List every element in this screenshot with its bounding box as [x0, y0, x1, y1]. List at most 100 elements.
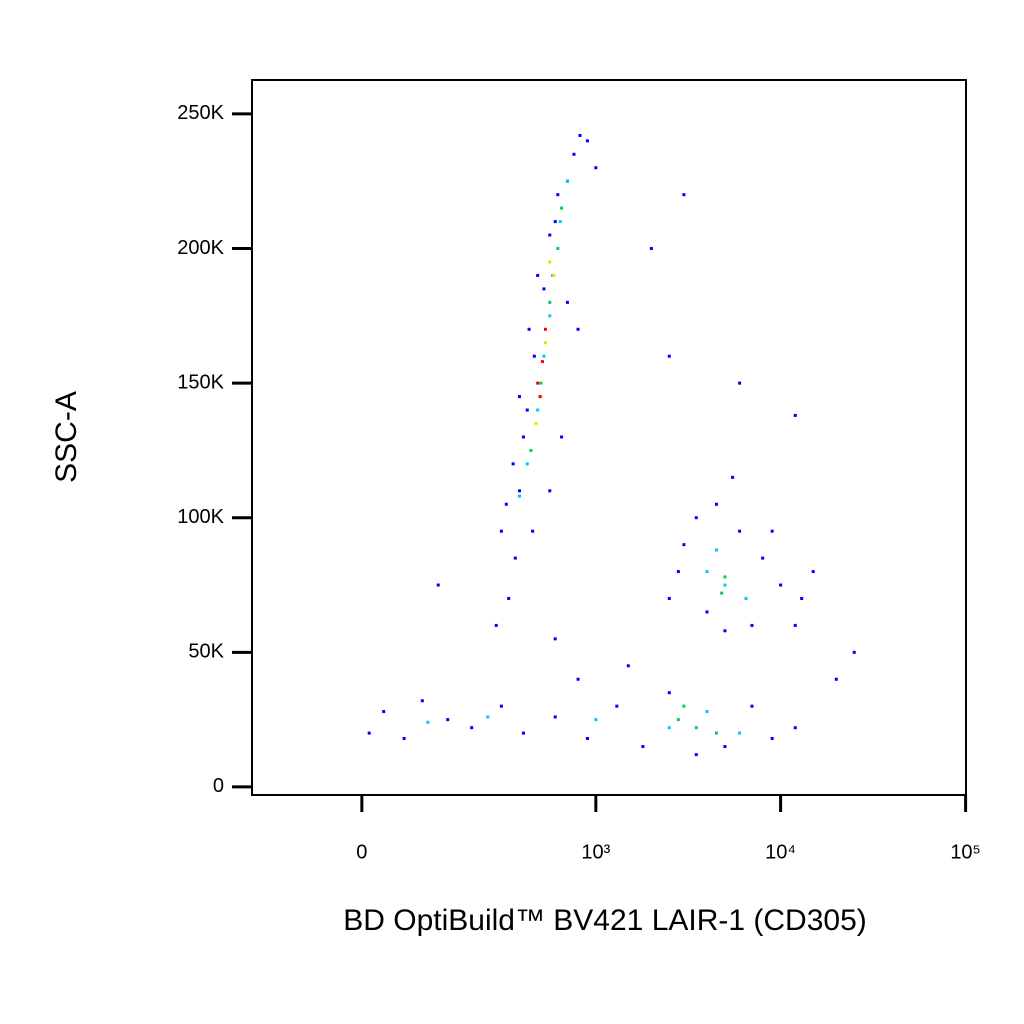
- data-point: [531, 529, 535, 533]
- data-point: [565, 179, 569, 183]
- data-point: [553, 220, 557, 224]
- data-point: [548, 314, 552, 318]
- data-point: [534, 422, 538, 426]
- data-point: [517, 395, 521, 399]
- data-point: [499, 704, 503, 708]
- x-axis-title: BD OptiBuild™ BV421 LAIR-1 (CD305): [343, 904, 867, 937]
- data-point: [761, 556, 765, 560]
- data-point: [793, 726, 797, 730]
- data-point: [552, 273, 556, 277]
- data-point: [402, 736, 406, 740]
- data-point: [539, 381, 543, 385]
- data-point: [750, 623, 754, 627]
- data-point: [744, 596, 748, 600]
- data-point: [536, 381, 540, 385]
- data-point: [649, 247, 653, 251]
- data-point: [694, 516, 698, 520]
- data-point: [536, 408, 540, 412]
- data-point: [738, 731, 742, 735]
- data-point: [542, 287, 546, 291]
- data-point: [750, 704, 754, 708]
- data-point: [560, 206, 564, 210]
- data-point: [532, 354, 536, 358]
- data-point: [548, 233, 552, 237]
- data-point: [527, 327, 531, 331]
- data-point: [694, 726, 698, 730]
- data-point: [517, 489, 521, 493]
- data-point: [594, 166, 598, 170]
- data-point: [578, 133, 582, 137]
- data-point: [436, 583, 440, 587]
- data-point: [548, 260, 552, 264]
- data-point: [793, 413, 797, 417]
- y-tick-label: 250K: [177, 102, 224, 124]
- data-point: [676, 570, 680, 574]
- data-point: [548, 300, 552, 304]
- data-point: [560, 435, 564, 439]
- data-point: [676, 718, 680, 722]
- data-point: [667, 596, 671, 600]
- plot-frame: [251, 79, 967, 796]
- data-point: [723, 629, 727, 633]
- data-point: [705, 710, 709, 714]
- data-point: [811, 570, 815, 574]
- data-point: [585, 736, 589, 740]
- y-tick-label: 0: [213, 775, 224, 797]
- data-point: [694, 753, 698, 757]
- data-point: [536, 273, 540, 277]
- data-point: [723, 583, 727, 587]
- y-tick-label: 200K: [177, 237, 224, 259]
- data-point: [667, 726, 671, 730]
- x-tick-label: 10³: [581, 841, 610, 863]
- data-point: [585, 139, 589, 143]
- data-point: [723, 745, 727, 749]
- data-point: [499, 529, 503, 533]
- data-point: [486, 715, 490, 719]
- data-point: [770, 529, 774, 533]
- data-point: [714, 502, 718, 506]
- data-point: [565, 300, 569, 304]
- data-point: [543, 327, 547, 331]
- data-point: [714, 548, 718, 552]
- data-point: [667, 354, 671, 358]
- data-point: [714, 731, 718, 735]
- data-point: [576, 327, 580, 331]
- data-point: [594, 718, 598, 722]
- x-tick-label: 0: [356, 841, 367, 863]
- data-point: [572, 152, 576, 156]
- data-point: [731, 475, 735, 479]
- y-tick-label: 50K: [188, 641, 224, 663]
- data-point: [626, 664, 630, 668]
- data-point: [507, 596, 511, 600]
- data-point: [705, 610, 709, 614]
- data-point: [420, 699, 424, 703]
- data-point: [558, 220, 562, 224]
- data-point: [513, 556, 517, 560]
- data-point: [553, 637, 557, 641]
- data-point: [553, 715, 557, 719]
- y-tick-label: 150K: [177, 371, 224, 393]
- data-point: [382, 710, 386, 714]
- data-point: [779, 583, 783, 587]
- data-point: [682, 704, 686, 708]
- data-point: [556, 193, 560, 197]
- data-point: [682, 193, 686, 197]
- data-point: [525, 462, 529, 466]
- y-tick-label: 100K: [177, 506, 224, 528]
- data-point: [800, 596, 804, 600]
- data-point: [521, 731, 525, 735]
- data-point: [426, 720, 430, 724]
- data-point: [641, 745, 645, 749]
- data-point: [770, 736, 774, 740]
- data-point: [852, 650, 856, 654]
- data-point: [517, 494, 521, 498]
- data-point: [738, 529, 742, 533]
- data-point: [543, 341, 547, 345]
- data-point: [504, 502, 508, 506]
- x-tick-label: 10⁵: [950, 841, 981, 863]
- data-point: [548, 489, 552, 493]
- data-point: [556, 247, 560, 251]
- y-axis-title: SSC-A: [50, 391, 83, 483]
